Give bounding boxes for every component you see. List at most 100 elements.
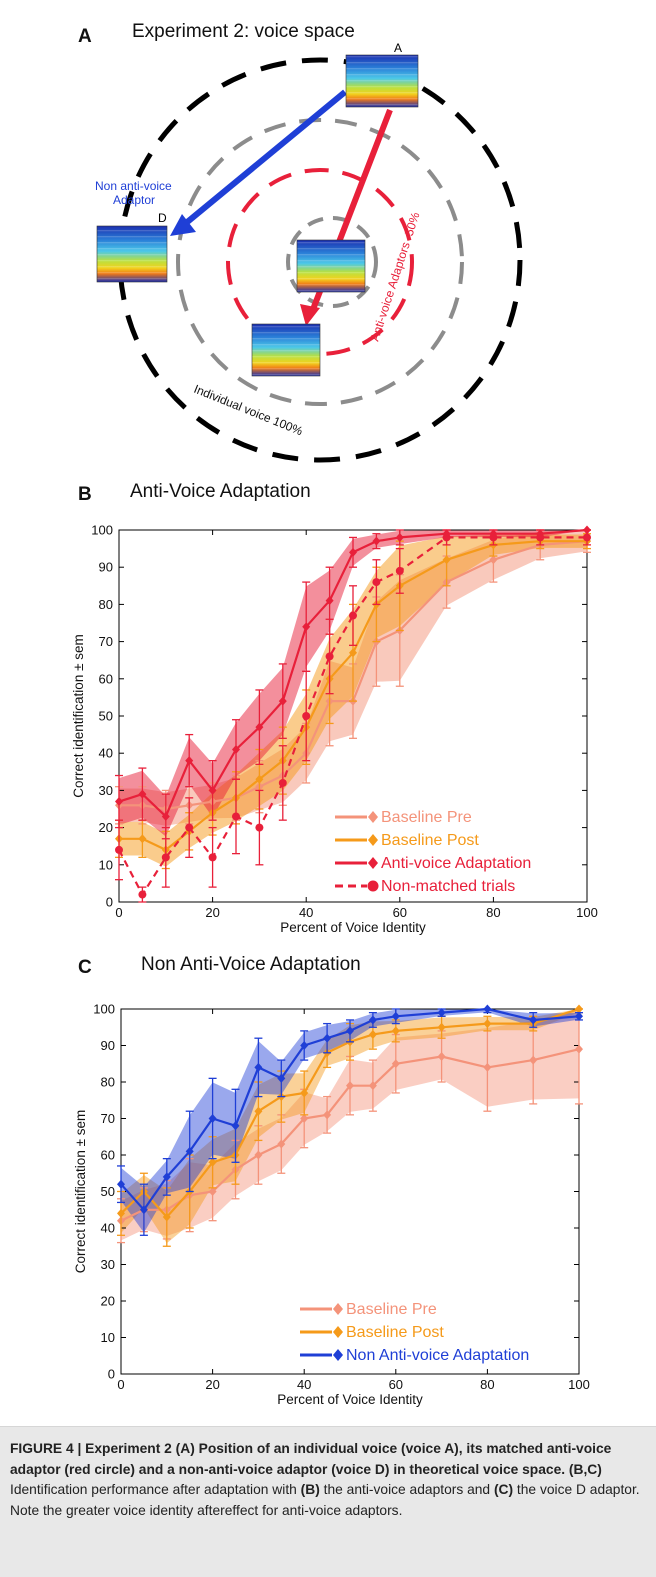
- point-baseline-pre: [323, 1110, 332, 1120]
- y-tick-label: 90: [101, 1038, 115, 1053]
- point-non-anti-voice-adaptation: [185, 1146, 194, 1156]
- y-tick-label: 0: [108, 1367, 115, 1382]
- panel-b: B Anti-Voice Adaptation 0 10 20 30 40 50 60 70 8…: [71, 481, 598, 935]
- legend-marker-baseline-post: [333, 1326, 343, 1338]
- y-axis-label: Correct identification ± sem: [71, 634, 86, 797]
- blue-arrow-shaft: [178, 89, 347, 231]
- y-tick-label: 10: [101, 1330, 115, 1345]
- point-baseline-post: [255, 774, 264, 784]
- point-non-matched-trials: [115, 845, 123, 854]
- point-non-matched-trials: [185, 823, 194, 832]
- y-tick-label: 80: [99, 597, 113, 612]
- caption-bold-3: (C): [493, 1482, 514, 1497]
- point-baseline-pre: [368, 1081, 377, 1091]
- point-non-matched-trials: [536, 533, 545, 542]
- y-tick-label: 80: [101, 1075, 115, 1090]
- point-non-anti-voice-adaptation: [437, 1008, 446, 1018]
- point-non-anti-voice-adaptation: [391, 1011, 400, 1021]
- point-baseline-pre: [277, 1139, 286, 1149]
- caption-text-2: the anti-voice adaptors and: [319, 1482, 494, 1497]
- point-baseline-pre: [529, 1055, 538, 1065]
- panel-c: C Non Anti-Voice Adaptation 0 10 20 30 40 50 6…: [73, 954, 590, 1407]
- x-tick-label: 0: [115, 905, 122, 920]
- anti-voice-adaptors-label: Anti-voice Adaptors -50%: [368, 210, 423, 343]
- caption-bold-2: (B): [300, 1482, 320, 1497]
- panel-b-letter: B: [78, 484, 92, 505]
- y-tick-label: 40: [101, 1221, 115, 1236]
- point-anti-voice-adaptation: [185, 756, 194, 766]
- point-anti-voice-adaptation: [138, 789, 147, 799]
- legend-marker-non-anti-voice-adaptation: [333, 1349, 343, 1361]
- point-baseline-post: [483, 1019, 492, 1029]
- y-tick-label: 50: [101, 1184, 115, 1199]
- point-baseline-post: [391, 1026, 400, 1036]
- legend-marker-non-matched-trials: [367, 880, 379, 892]
- x-tick-label: 80: [486, 905, 500, 920]
- x-tick-label: 100: [576, 905, 598, 920]
- legend-marker-anti-voice-adaptation: [368, 857, 378, 869]
- panel-c-title: Non Anti-Voice Adaptation: [141, 954, 361, 975]
- x-tick-label: 40: [299, 905, 313, 920]
- legend-label-baseline-post: Baseline Post: [346, 1324, 444, 1341]
- point-anti-voice-adaptation: [395, 532, 404, 542]
- x-tick-label: 60: [393, 905, 407, 920]
- blue-arrowhead: [170, 214, 196, 236]
- point-anti-voice-adaptation: [325, 596, 334, 606]
- panel-a-letter: A: [78, 26, 92, 47]
- point-anti-voice-adaptation: [278, 696, 287, 706]
- point-non-anti-voice-adaptation: [208, 1114, 217, 1123]
- red-arrowhead: [300, 304, 320, 326]
- point-baseline-pre: [575, 1044, 583, 1054]
- y-tick-label: 100: [93, 1002, 115, 1017]
- y-tick-label: 60: [101, 1148, 115, 1163]
- x-tick-label: 0: [117, 1377, 124, 1392]
- point-non-matched-trials: [255, 823, 264, 832]
- point-baseline-post: [117, 1208, 125, 1218]
- panel-b-title: Anti-Voice Adaptation: [130, 481, 311, 502]
- point-baseline-post: [575, 1004, 583, 1014]
- point-baseline-post: [254, 1106, 263, 1116]
- point-anti-voice-adaptation: [255, 722, 264, 732]
- y-tick-label: 0: [106, 895, 113, 910]
- point-non-anti-voice-adaptation: [575, 1011, 583, 1021]
- point-non-matched-trials: [372, 578, 381, 587]
- x-tick-label: 40: [297, 1377, 311, 1392]
- point-baseline-post: [349, 648, 357, 658]
- point-non-matched-trials: [232, 812, 240, 821]
- caption-bold-1: FIGURE 4 | Experiment 2 (A) Position of …: [10, 1441, 612, 1477]
- point-baseline-post: [138, 834, 147, 844]
- point-non-anti-voice-adaptation: [323, 1033, 332, 1043]
- point-non-anti-voice-adaptation: [162, 1172, 171, 1182]
- y-tick-label: 30: [101, 1257, 115, 1272]
- point-non-anti-voice-adaptation: [483, 1004, 492, 1014]
- legend-label-baseline-post: Baseline Post: [381, 832, 479, 849]
- chart-b: 0 10 20 30 40 50 60 70 80 90 100 0 20 40 60 80 100 Percen…: [71, 523, 598, 936]
- x-tick-label: 20: [205, 905, 219, 920]
- panel-a: A Experiment 2: voice space A D: [78, 21, 523, 463]
- spectrogram-d: [96, 225, 168, 283]
- y-tick-label: 70: [101, 1111, 115, 1126]
- point-non-anti-voice-adaptation: [346, 1026, 354, 1036]
- point-anti-voice-adaptation: [372, 536, 381, 546]
- point-baseline-pre: [208, 1187, 217, 1196]
- point-anti-voice-adaptation: [302, 622, 311, 632]
- y-tick-label: 20: [101, 1294, 115, 1309]
- y-tick-label: 50: [99, 709, 113, 724]
- point-baseline-pre: [254, 1150, 263, 1160]
- point-non-anti-voice-adaptation: [277, 1073, 286, 1083]
- point-baseline-post: [442, 555, 451, 565]
- legend-label-anti-voice-adaptation: Anti-voice Adaptation: [381, 855, 531, 872]
- x-tick-label: 100: [568, 1377, 590, 1392]
- voice-a-label: A: [394, 41, 402, 55]
- point-non-matched-trials: [278, 778, 287, 787]
- caption-paragraph: FIGURE 4 | Experiment 2 (A) Position of …: [10, 1439, 646, 1521]
- point-non-anti-voice-adaptation: [300, 1041, 309, 1050]
- panel-a-title: Experiment 2: voice space: [132, 21, 355, 42]
- point-non-matched-trials: [208, 853, 217, 862]
- point-non-matched-trials: [138, 890, 147, 899]
- point-anti-voice-adaptation: [161, 811, 170, 821]
- y-axis-label: Correct identification ± sem: [73, 1110, 88, 1273]
- legend-marker-baseline-post: [368, 834, 378, 846]
- voice-d-label: D: [158, 211, 167, 225]
- point-anti-voice-adaptation: [232, 744, 240, 754]
